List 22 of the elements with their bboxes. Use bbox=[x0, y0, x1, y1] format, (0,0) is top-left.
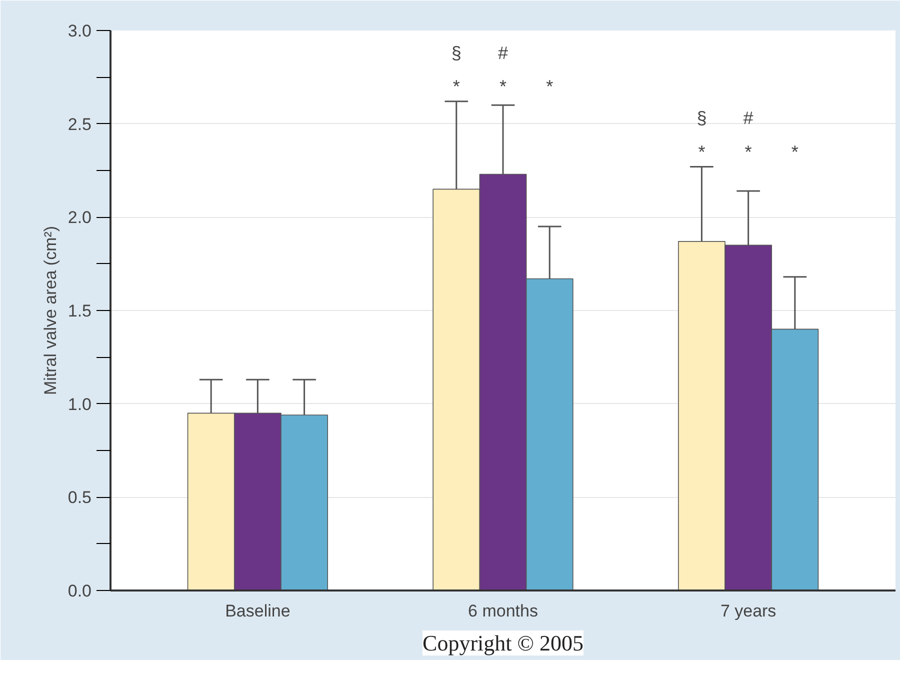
y-tick-label: 2.0 bbox=[68, 208, 92, 228]
y-tick-label: 0.5 bbox=[68, 488, 92, 508]
y-tick-label: 2.5 bbox=[68, 114, 92, 134]
annotation: * bbox=[698, 142, 706, 162]
y-tick-label: 0.0 bbox=[68, 582, 92, 600]
annotation: * bbox=[546, 76, 554, 96]
text: Copyright © 2005 bbox=[422, 630, 584, 656]
annotation: * bbox=[744, 142, 752, 162]
annotation: # bbox=[498, 42, 508, 63]
y-axis-title: Mitral valve area (cm²) bbox=[40, 226, 60, 396]
annotation: * bbox=[500, 76, 507, 96]
annotation: * bbox=[791, 142, 798, 162]
x-tick-label: Baseline bbox=[225, 602, 290, 620]
y-tick-label: 3.0 bbox=[68, 22, 92, 40]
annotation: § bbox=[451, 42, 462, 63]
y-tick-label: 1.0 bbox=[68, 394, 92, 414]
annotation: § bbox=[696, 108, 707, 128]
annotation: * bbox=[452, 76, 460, 96]
x-tick-label: 6 months bbox=[468, 602, 538, 620]
y-tick-label: 1.5 bbox=[68, 302, 92, 320]
x-tick-label: 7 years bbox=[720, 602, 776, 620]
annotation: # bbox=[743, 108, 754, 128]
